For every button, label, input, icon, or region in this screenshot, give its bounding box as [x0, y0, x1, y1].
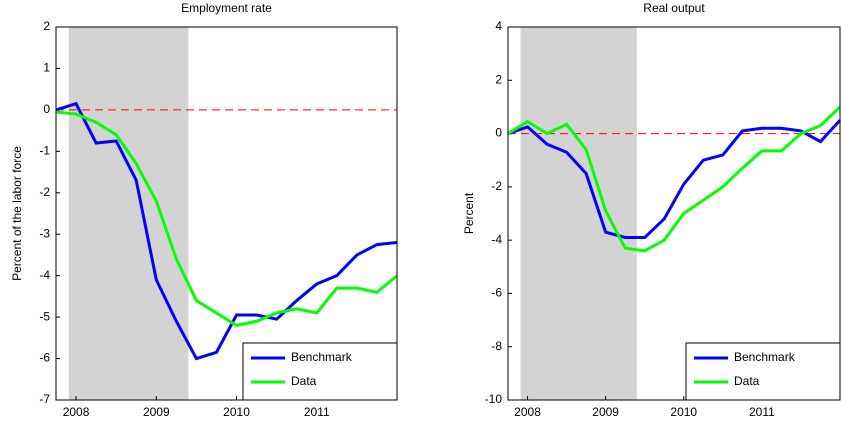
- data-line: [55, 101, 398, 361]
- legend-label: Data: [291, 374, 317, 388]
- chart-title: Real output: [643, 1, 705, 15]
- y-tick-label: -10: [485, 392, 503, 406]
- axes-box: [55, 26, 398, 401]
- legend-label: Benchmark: [734, 350, 796, 364]
- y-tick-label: -4: [491, 232, 502, 246]
- legend-label: Benchmark: [291, 350, 353, 364]
- y-tick-label: 0: [43, 102, 50, 116]
- data-line: [507, 105, 841, 253]
- y-tick-label: -2: [491, 179, 502, 193]
- legend-box: [242, 342, 398, 401]
- x-tick-label: 2011: [304, 405, 330, 419]
- x-tick-label: 2009: [143, 405, 170, 419]
- y-tick-label: -3: [39, 226, 50, 240]
- x-tick-label: 2011: [749, 405, 775, 419]
- y-tick-label: -2: [39, 185, 50, 199]
- y-tick-label: -4: [39, 268, 50, 282]
- y-tick-label: 2: [43, 19, 50, 33]
- legend-box: [685, 342, 841, 401]
- x-tick-label: 2009: [592, 405, 619, 419]
- y-tick-label: 4: [495, 19, 502, 33]
- data-line: [507, 119, 841, 239]
- y-tick-label: -6: [39, 351, 50, 365]
- recession-shade: [68, 27, 189, 400]
- y-axis-label: Percent of the labor force: [10, 146, 24, 281]
- x-tick-label: 2008: [514, 405, 541, 419]
- recession-shade: [520, 27, 637, 400]
- y-tick-label: -1: [39, 144, 50, 158]
- y-tick-label: -7: [39, 392, 50, 406]
- y-tick-label: -6: [491, 286, 502, 300]
- axes-box: [507, 26, 841, 401]
- data-line: [55, 110, 398, 327]
- chart-title: Employment rate: [181, 1, 272, 15]
- y-tick-label: 0: [495, 126, 502, 140]
- y-tick-label: 2: [495, 72, 502, 86]
- x-tick-label: 2010: [223, 405, 250, 419]
- x-tick-label: 2010: [670, 405, 697, 419]
- y-axis-label: Percent: [462, 192, 476, 234]
- legend-label: Data: [734, 374, 760, 388]
- x-tick-label: 2008: [63, 405, 90, 419]
- y-tick-label: -8: [491, 339, 502, 353]
- y-tick-label: -5: [39, 309, 50, 323]
- y-tick-label: 1: [43, 61, 50, 75]
